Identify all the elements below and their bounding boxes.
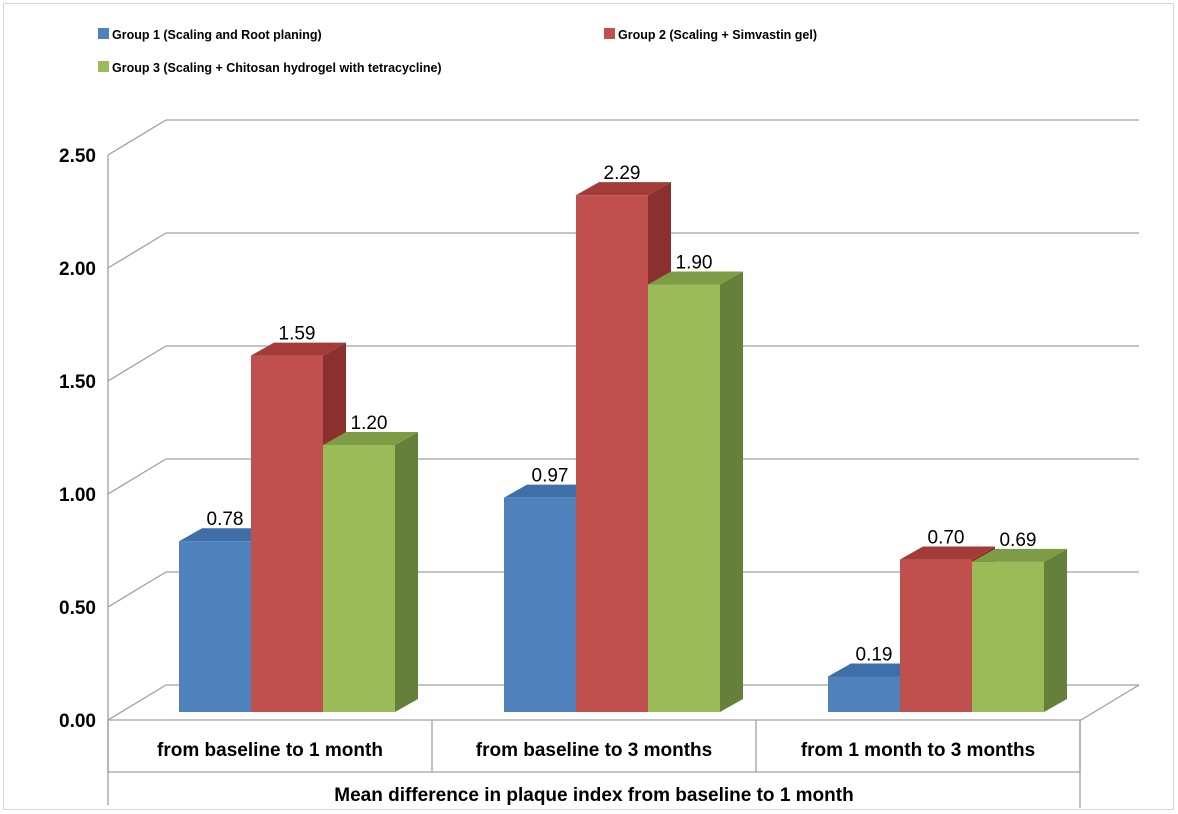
gridline-diagonal bbox=[107, 345, 167, 382]
x-tick-label: from baseline to 1 month bbox=[157, 740, 383, 761]
x-axis: from baseline to 1 month from baseline to… bbox=[107, 720, 1081, 808]
data-label: 0.69 bbox=[1000, 530, 1037, 551]
legend-swatch bbox=[98, 61, 109, 72]
y-tick-label: 2.00 bbox=[59, 259, 96, 280]
chart-walls bbox=[107, 120, 1140, 805]
data-label: 1.20 bbox=[351, 413, 388, 434]
back-wall bbox=[108, 120, 166, 720]
gridline-diagonal bbox=[107, 571, 167, 608]
bar-front bbox=[828, 676, 900, 712]
bar-top bbox=[828, 663, 923, 677]
data-label: 0.78 bbox=[207, 509, 244, 530]
bar-front bbox=[576, 195, 648, 712]
legend-item: Group 1 (Scaling and Root planing) bbox=[98, 28, 322, 42]
bar-front bbox=[648, 284, 720, 712]
y-tick-label: 0.50 bbox=[59, 598, 96, 619]
legend-label: Group 1 (Scaling and Root planing) bbox=[112, 28, 322, 42]
bar bbox=[972, 548, 1067, 712]
gridline-diagonal bbox=[107, 119, 167, 156]
legend-item: Group 3 (Scaling + Chitosan hydrogel wit… bbox=[98, 61, 442, 75]
bar-top bbox=[179, 528, 274, 542]
gridline-diagonal bbox=[107, 684, 167, 721]
y-tick-label: 1.50 bbox=[59, 372, 96, 393]
bar-top bbox=[648, 271, 743, 285]
bar bbox=[648, 271, 743, 712]
legend: Group 1 (Scaling and Root planing) Group … bbox=[98, 28, 817, 75]
bar bbox=[323, 431, 418, 712]
y-tick-label: 0.00 bbox=[59, 711, 96, 732]
data-label: 2.29 bbox=[604, 163, 641, 184]
gridline-diagonal bbox=[107, 458, 167, 495]
data-label: 1.90 bbox=[676, 253, 713, 274]
bar-front bbox=[251, 355, 323, 712]
bars bbox=[179, 182, 1067, 712]
bar-front bbox=[972, 561, 1044, 712]
bar-top bbox=[900, 546, 995, 560]
bar-top bbox=[504, 484, 599, 498]
data-label: 0.70 bbox=[928, 528, 965, 549]
bar-front bbox=[900, 559, 972, 712]
x-axis-title: Mean difference in plaque index from bas… bbox=[334, 785, 853, 806]
bar-top bbox=[972, 548, 1067, 562]
y-tick-label: 2.50 bbox=[59, 146, 96, 167]
legend-label: Group 2 (Scaling + Simvastin gel) bbox=[618, 28, 817, 42]
bar-front bbox=[323, 444, 395, 712]
legend-swatch bbox=[98, 28, 109, 39]
x-tick-label: from baseline to 3 months bbox=[476, 740, 712, 761]
y-tick-label: 1.00 bbox=[59, 485, 96, 506]
legend-label: Group 3 (Scaling + Chitosan hydrogel wit… bbox=[112, 61, 442, 75]
legend-item: Group 2 (Scaling + Simvastin gel) bbox=[604, 28, 817, 42]
data-label: 0.19 bbox=[856, 644, 893, 665]
x-tick-label: from 1 month to 3 months bbox=[801, 740, 1035, 761]
bar-side bbox=[1044, 548, 1067, 712]
bar-side bbox=[720, 271, 743, 712]
bar-top bbox=[251, 342, 346, 356]
y-axis: 0.00 0.50 1.00 1.50 2.00 2.50 bbox=[59, 146, 96, 732]
data-labels: 0.78 1.59 1.20 0.97 2.29 1.90 0.19 0.70 0.69 bbox=[207, 163, 1037, 665]
bar-front bbox=[179, 541, 251, 712]
bar-side bbox=[395, 431, 418, 712]
gridline-diagonal bbox=[107, 232, 167, 269]
floor-right-edge bbox=[1080, 684, 1140, 721]
data-label: 1.59 bbox=[279, 324, 316, 345]
data-label: 0.97 bbox=[532, 466, 569, 487]
bar-top bbox=[576, 182, 671, 196]
bar-front bbox=[504, 497, 576, 712]
bar-top bbox=[323, 431, 418, 445]
legend-swatch bbox=[604, 28, 615, 39]
